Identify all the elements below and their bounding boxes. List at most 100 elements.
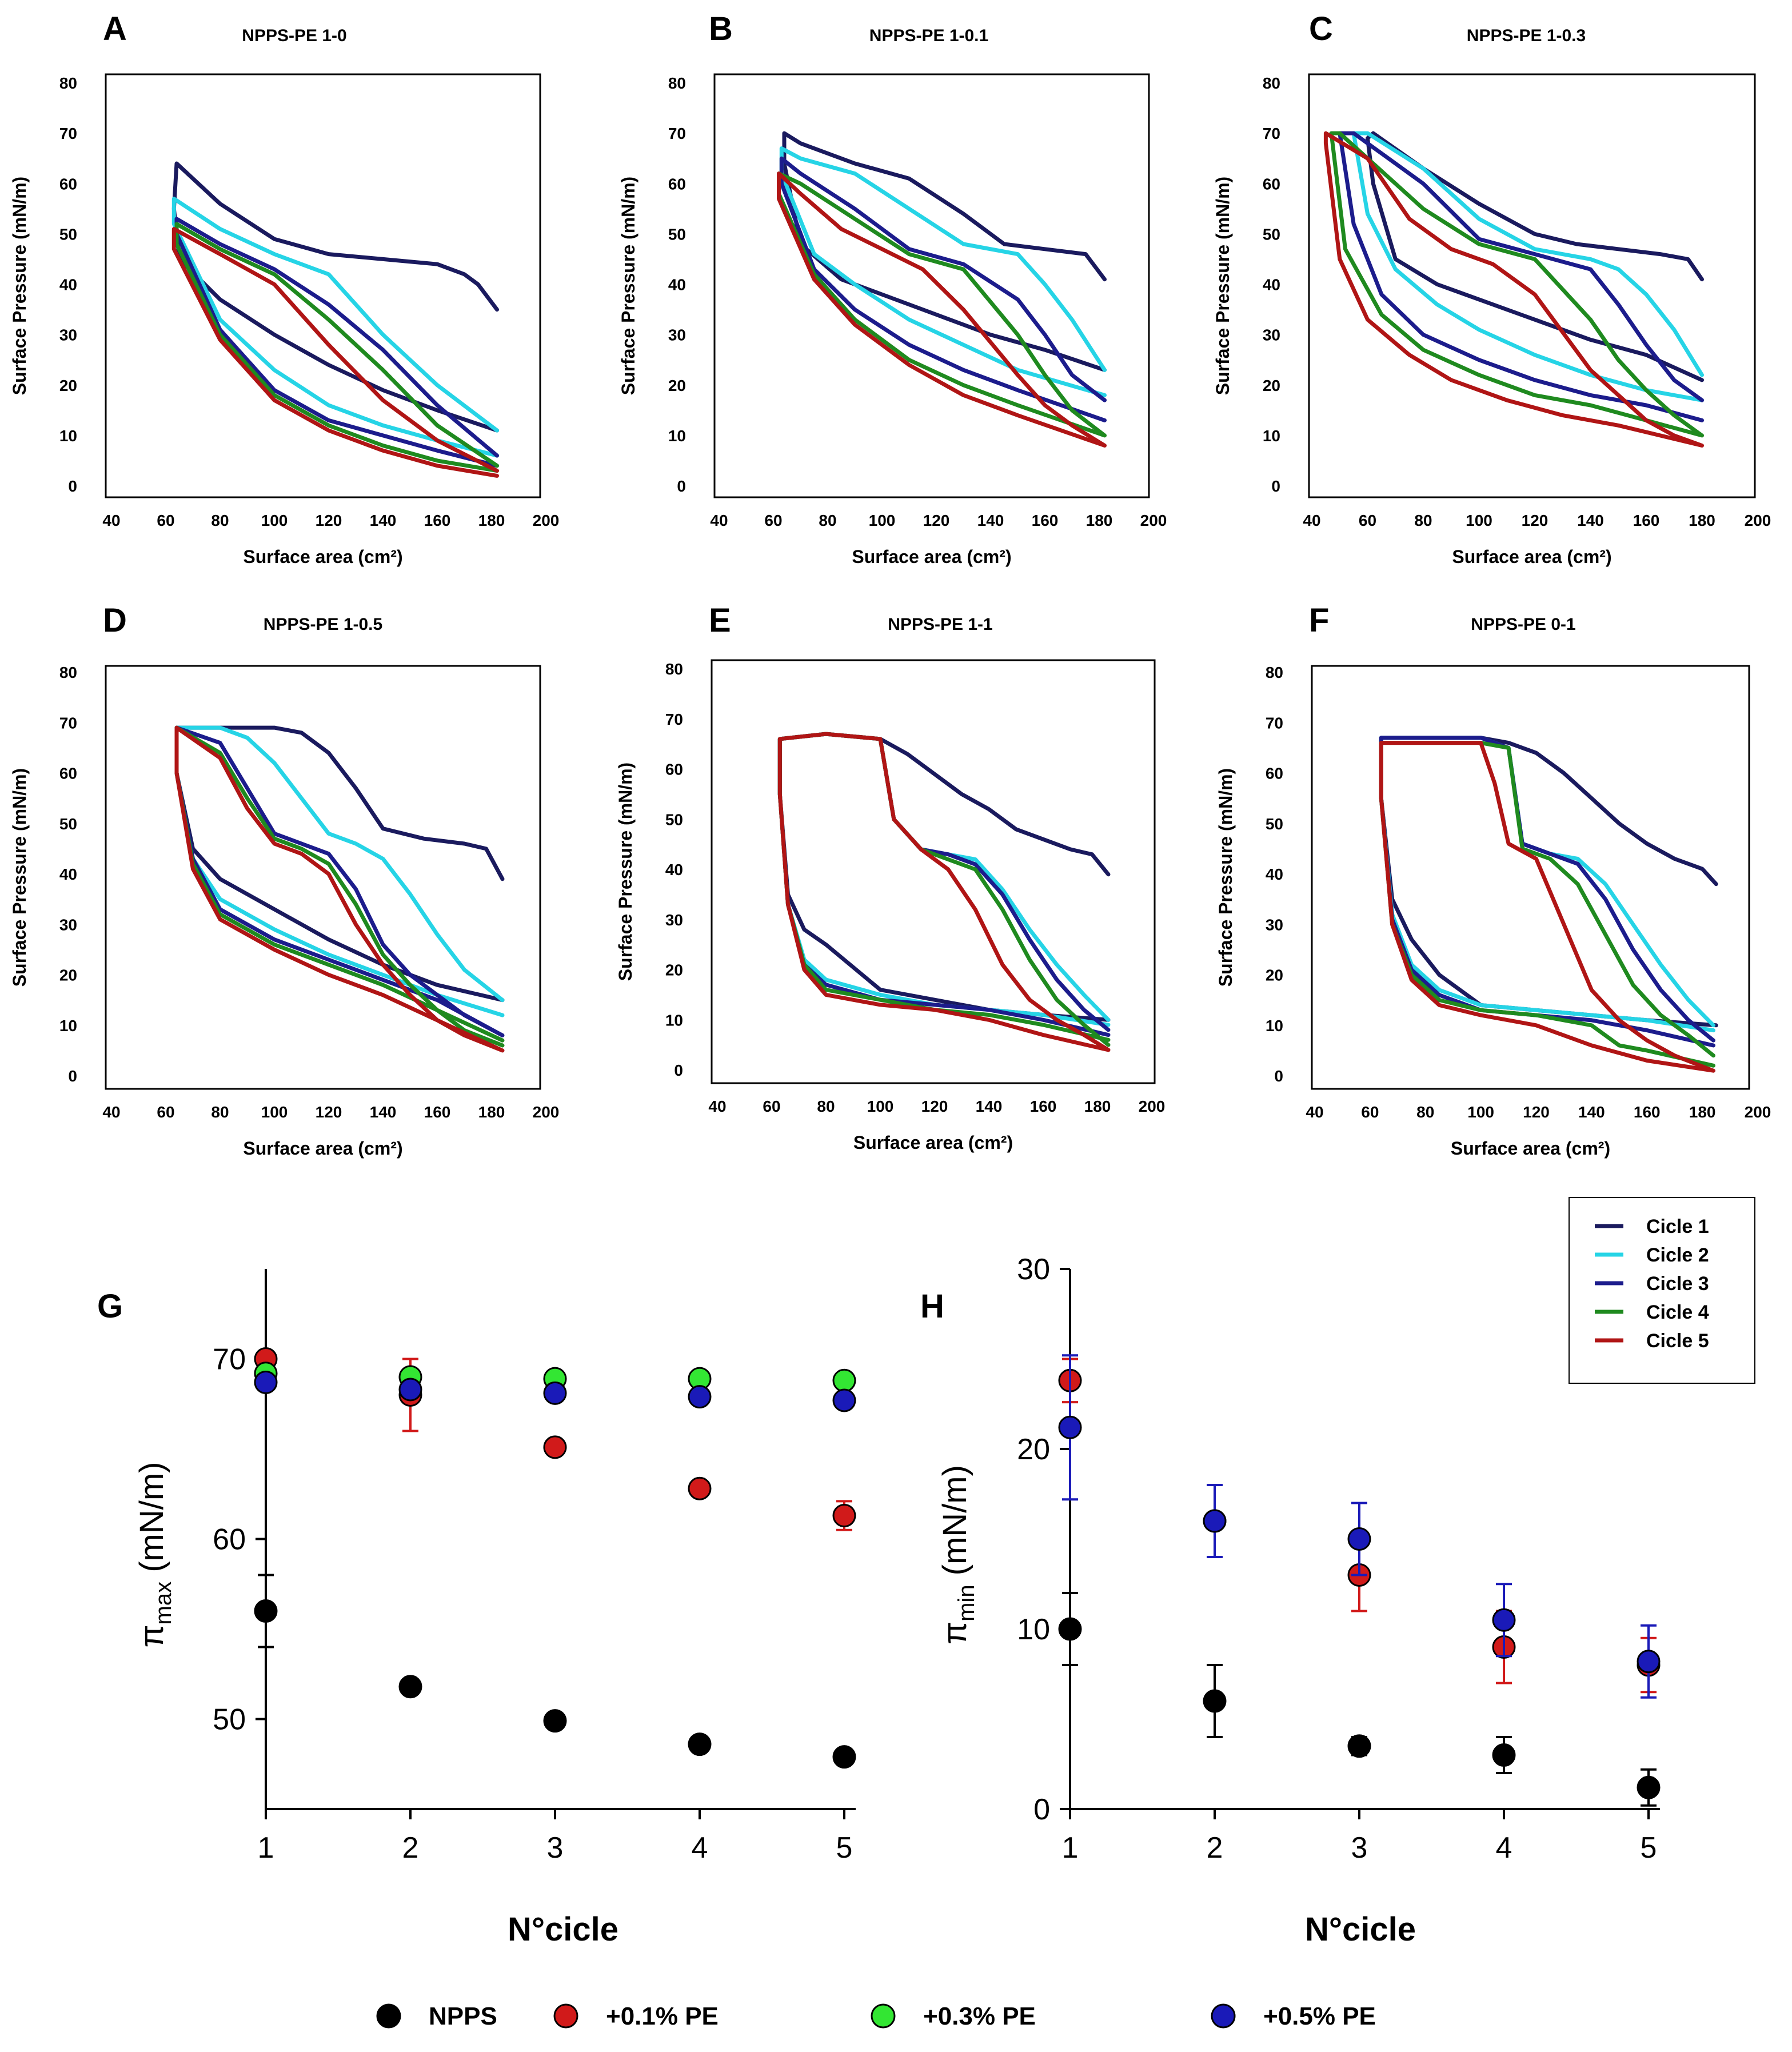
y-tick-label: 30 [1017, 1253, 1050, 1286]
x-tick-label: 120 [316, 1103, 342, 1121]
x-tick-label: 180 [478, 1103, 505, 1121]
legend-label: NPPS [429, 2002, 497, 2030]
y-axis-label: Surface Pressure (mN/m) [9, 177, 30, 395]
x-tick-label: 1 [258, 1831, 274, 1865]
y-tick-label: 30 [59, 916, 77, 933]
plot-frame [105, 665, 541, 1090]
x-tick-label: 5 [1641, 1831, 1657, 1865]
x-tick-label: 200 [533, 1103, 560, 1121]
y-tick-label: 70 [59, 125, 77, 142]
panel-g: G 1 2 3 4 5 50 60 70 N°cicle πmax (mN/m) [97, 1269, 856, 1948]
y-tick-label: 0 [674, 1061, 683, 1079]
isotherm-curve-cycle-3 [779, 156, 1107, 422]
y-tick-label: 40 [1263, 276, 1280, 294]
x-tick-label: 120 [921, 1097, 948, 1115]
x-tick-label: 40 [1303, 512, 1320, 529]
x-axis-label: Surface area (cm²) [243, 546, 402, 567]
y-axis-label-main: π [936, 1622, 973, 1644]
data-point [1637, 1650, 1661, 1674]
panel-d: D NPPS-PE 1-0.5 40 60 80 100 120 140 160 180 200 0 1… [9, 602, 559, 1159]
y-axis-label: Surface Pressure (mN/m) [9, 768, 30, 987]
data-point [398, 1675, 422, 1699]
data-point [1492, 1608, 1516, 1632]
data-point [1058, 1617, 1082, 1641]
data-point [543, 1709, 567, 1733]
y-tick-label: 10 [668, 427, 686, 445]
y-tick-label: 40 [59, 276, 77, 294]
x-tick-label: 160 [424, 1103, 451, 1121]
y-tick-label: 30 [668, 326, 686, 344]
y-tick-label: 30 [665, 911, 683, 929]
plot-frame [1311, 665, 1750, 1090]
x-tick-label: 80 [817, 1097, 835, 1115]
x-tick-label: 180 [1086, 512, 1113, 529]
x-tick-label: 60 [764, 512, 782, 529]
isotherm-curve-cycle-1 [777, 732, 1111, 1022]
y-tick-label: 60 [59, 175, 77, 193]
x-tick-label: 80 [211, 512, 229, 529]
y-tick-label: 60 [1266, 765, 1283, 783]
data-point [832, 1504, 856, 1528]
y-tick-label: 80 [1263, 74, 1280, 92]
y-tick-label: 30 [1266, 916, 1283, 933]
x-tick-label: 2 [1207, 1831, 1223, 1865]
y-tick-label: 20 [1017, 1433, 1050, 1466]
panel-title: NPPS-PE 1-0.5 [264, 615, 382, 634]
y-tick-label: 50 [668, 225, 686, 243]
isotherm-curve-cycle-4 [1329, 131, 1704, 438]
x-tick-label: 4 [1496, 1831, 1512, 1865]
isotherm-curve-cycle-2 [174, 725, 505, 1017]
legend-label: Cicle 4 [1646, 1302, 1709, 1323]
y-axis-label: Surface Pressure (mN/m) [1215, 768, 1236, 987]
y-tick-label: 20 [59, 377, 77, 394]
y-tick-label: 70 [1266, 714, 1283, 732]
y-tick-label: 40 [59, 865, 77, 883]
y-tick-label: 10 [1266, 1017, 1283, 1035]
isotherm-curve-cycle-4 [174, 222, 499, 473]
panel-f: F NPPS-PE 0-1 40 60 80 100 120 140 160 180 200 0 10 2… [1215, 602, 1771, 1159]
x-tick-label: 120 [316, 512, 342, 529]
data-point [832, 1368, 856, 1392]
panel-letter: D [103, 602, 127, 639]
isotherm-curve-cycle-1 [782, 131, 1107, 372]
isotherm-curve-cycle-5 [1379, 741, 1715, 1073]
x-axis-label: Surface area (cm²) [1452, 546, 1611, 567]
x-tick-label: 3 [547, 1831, 564, 1865]
x-tick-label: 60 [763, 1097, 780, 1115]
panel-letter: F [1309, 602, 1329, 639]
x-tick-label: 140 [976, 1097, 1003, 1115]
panel-title: NPPS-PE 0-1 [1471, 615, 1575, 634]
data-point [1637, 1775, 1661, 1799]
legend-marker [553, 2003, 578, 2029]
y-tick-label: 10 [1263, 427, 1280, 445]
x-tick-label: 60 [1359, 512, 1376, 529]
data-point [254, 1370, 278, 1394]
y-tick-label: 0 [68, 1067, 77, 1085]
y-tick-label: 50 [59, 225, 77, 243]
x-tick-label: 80 [1416, 1103, 1434, 1121]
x-tick-label: 2 [402, 1831, 419, 1865]
isotherm-curve-cycle-5 [1323, 131, 1704, 448]
legend-marker [871, 2003, 896, 2029]
y-axis-label-subscript: min [954, 1584, 979, 1621]
y-tick-label: 40 [1266, 865, 1283, 883]
y-tick-label: 40 [665, 861, 683, 879]
isotherm-curve-cycle-5 [174, 725, 505, 1053]
x-tick-label: 3 [1351, 1831, 1368, 1865]
y-tick-label: 50 [665, 811, 683, 828]
y-tick-label: 70 [59, 714, 77, 732]
y-tick-label: 80 [665, 660, 683, 678]
legend-label: +0.5% PE [1263, 2002, 1376, 2030]
x-tick-label: 60 [157, 1103, 174, 1121]
y-axis-label-subscript: max [151, 1582, 176, 1625]
x-tick-label: 40 [102, 512, 120, 529]
y-tick-label: 10 [665, 1011, 683, 1029]
x-tick-label: 160 [424, 512, 451, 529]
panel-letter: A [103, 10, 127, 47]
y-tick-label: 0 [677, 477, 686, 495]
y-tick-label: 20 [668, 377, 686, 394]
y-tick-label: 70 [668, 125, 686, 142]
data-point [1058, 1415, 1082, 1439]
isotherm-curve-cycle-2 [779, 146, 1107, 397]
y-tick-label: 70 [665, 710, 683, 728]
